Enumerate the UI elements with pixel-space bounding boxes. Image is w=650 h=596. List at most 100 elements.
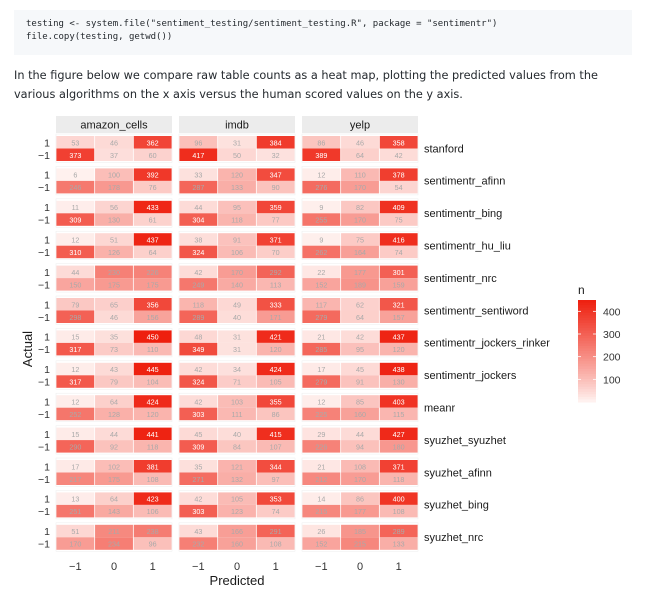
heat-cell	[95, 168, 133, 181]
legend-gradient-segment	[578, 368, 596, 372]
heat-cell	[218, 180, 256, 194]
legend-gradient-segment	[578, 363, 596, 367]
cell-value-label: 42	[194, 397, 202, 406]
heat-cell	[95, 136, 133, 149]
cell-value-label: 44	[110, 430, 118, 439]
heat-cell	[95, 427, 133, 441]
heat-cell	[133, 278, 172, 291]
heat-cell	[179, 504, 218, 518]
legend-gradient-segment	[578, 351, 596, 355]
cell-value-label: 64	[356, 151, 364, 160]
heat-cell	[256, 537, 295, 550]
cell-value-label: 133	[231, 183, 243, 192]
cell-value-label: 279	[315, 378, 327, 387]
cell-value-label: 120	[393, 345, 405, 354]
heat-cell	[179, 362, 218, 376]
cell-value-label: 355	[270, 397, 282, 406]
cell-value-label: 309	[69, 216, 81, 225]
y-tick-label: 1	[44, 202, 50, 214]
heat-cell	[379, 180, 418, 194]
facet-strip	[56, 116, 172, 133]
heat-cell	[256, 395, 295, 408]
cell-value-label: 317	[69, 345, 81, 354]
heat-cell	[133, 375, 172, 388]
heat-cell	[256, 180, 295, 194]
cell-value-label: 301	[393, 268, 405, 277]
row-strip-label: sentimentr_hu_liu	[424, 240, 511, 252]
heat-cell	[56, 427, 95, 441]
legend-gradient-segment	[578, 389, 596, 393]
cell-value-label: 400	[393, 495, 405, 504]
facet-strip	[302, 116, 418, 133]
cell-value-label: 120	[147, 410, 159, 419]
heat-cell	[218, 213, 256, 226]
heat-cell	[256, 472, 295, 485]
row-strip-label: syuzhet_afinn	[424, 467, 492, 479]
description-paragraph: In the figure below we compare raw table…	[14, 69, 598, 101]
cell-value-label: 12	[71, 397, 79, 406]
cell-value-label: 249	[192, 280, 204, 289]
cell-value-label: 43	[194, 527, 202, 536]
heat-cell	[56, 342, 95, 356]
row-strip-label: stanford	[424, 143, 464, 155]
heat-cell	[379, 504, 418, 518]
heat-cell	[179, 136, 218, 149]
cell-value-label: 215	[315, 507, 327, 516]
y-tick-label: −1	[38, 441, 50, 453]
heat-cell	[379, 407, 418, 421]
heat-cell	[341, 213, 379, 226]
heat-cell	[56, 310, 95, 323]
row-strip-label: sentimentr_jockers_rinker	[424, 338, 550, 350]
heat-cell	[56, 180, 95, 194]
legend-gradient-segment	[578, 356, 596, 360]
cell-value-label: 38	[194, 235, 202, 244]
cell-value-label: 389	[315, 151, 327, 160]
cell-value-label: 113	[270, 280, 281, 289]
cell-value-label: 303	[192, 507, 204, 516]
heat-cell	[133, 136, 172, 149]
y-tick-label: 1	[44, 234, 50, 246]
heat-cell	[379, 492, 418, 505]
cell-value-label: 74	[272, 507, 280, 516]
heat-cell	[256, 298, 295, 311]
y-tick-label: 1	[44, 396, 50, 408]
y-tick-label: −1	[38, 506, 50, 518]
cell-value-label: 49	[233, 300, 241, 309]
heat-cell	[256, 375, 295, 388]
heat-cell	[302, 200, 341, 214]
row-strip-label: sentimentr_sentiword	[424, 305, 529, 317]
cell-value-label: 450	[147, 333, 159, 342]
cell-value-label: 21	[317, 462, 325, 471]
cell-value-label: 170	[354, 183, 366, 192]
cell-value-label: 130	[393, 378, 405, 387]
heat-cell	[256, 440, 295, 453]
cell-value-label: 65	[110, 300, 118, 309]
cell-value-label: 271	[192, 475, 204, 484]
cell-value-label: 108	[147, 475, 159, 484]
heat-cell	[302, 395, 341, 408]
cell-value-label: 362	[147, 138, 159, 147]
heat-cell	[218, 310, 256, 323]
cell-value-label: 212	[315, 475, 327, 484]
y-tick-label: −1	[38, 474, 50, 486]
heat-cell	[95, 265, 133, 279]
heat-cell	[56, 407, 95, 421]
x-tick-label: −1	[69, 561, 82, 573]
heat-cell	[256, 427, 295, 441]
legend-gradient-segment	[578, 394, 596, 398]
x-tick-label: 1	[273, 561, 279, 573]
heat-cell	[95, 245, 133, 259]
heat-cell	[341, 375, 379, 388]
legend-gradient-segment	[578, 322, 596, 326]
heat-cell	[133, 407, 172, 421]
heat-cell	[218, 407, 256, 421]
heat-cell	[133, 265, 172, 279]
cell-value-label: 417	[192, 151, 204, 160]
cell-value-label: 97	[272, 475, 280, 484]
facet-strip-label: amazon_cells	[80, 120, 148, 132]
heat-cell	[95, 278, 133, 291]
heat-cell	[256, 213, 295, 226]
heat-cell	[379, 168, 418, 181]
heat-cell	[341, 265, 379, 279]
